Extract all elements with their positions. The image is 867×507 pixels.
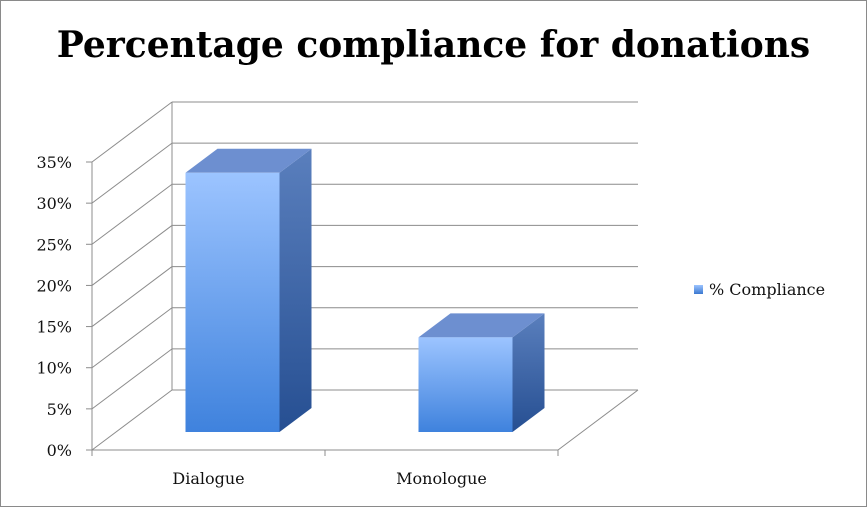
x-tick-label: Dialogue <box>172 469 244 488</box>
y-tick-label: 0% <box>47 441 72 460</box>
bar-monologue <box>418 313 545 432</box>
legend-swatch <box>694 285 703 294</box>
x-tick-label: Monologue <box>396 469 487 488</box>
y-tick-label: 20% <box>36 276 72 295</box>
bar-top-face <box>185 148 312 173</box>
bars <box>185 148 545 433</box>
y-tick-label: 5% <box>47 400 72 419</box>
bar-side-face <box>279 148 312 433</box>
gridline-side <box>91 389 173 451</box>
legend: % Compliance <box>694 280 825 299</box>
gridline-side <box>91 266 173 327</box>
bar-front-face <box>418 337 513 432</box>
bar-dialogue <box>185 148 312 433</box>
bar-top-face <box>418 313 545 338</box>
y-tick-label: 25% <box>36 235 72 254</box>
gridline-side <box>91 142 173 204</box>
legend-label: % Compliance <box>709 280 826 299</box>
gridline-side <box>91 101 173 163</box>
floor-right-edge <box>557 389 639 451</box>
gridlines <box>91 101 638 451</box>
y-tick-label: 30% <box>36 194 72 213</box>
axes <box>86 102 639 456</box>
bar-side-face <box>512 313 545 432</box>
x-tick-labels: Dialogue Monologue <box>172 469 486 488</box>
bar-front-face <box>185 172 280 433</box>
y-tick-label: 35% <box>36 153 72 172</box>
y-tick-labels: 0% 5% 10% 15% 20% 25% 30% 35% <box>36 153 72 460</box>
gridline-side <box>91 307 173 369</box>
gridline-side <box>91 183 173 245</box>
gridline-side <box>91 225 173 286</box>
gridline-side <box>91 348 173 410</box>
y-tick-label: 10% <box>36 359 72 378</box>
chart-title: Percentage compliance for donations <box>56 24 811 66</box>
y-tick-label: 15% <box>36 318 72 337</box>
